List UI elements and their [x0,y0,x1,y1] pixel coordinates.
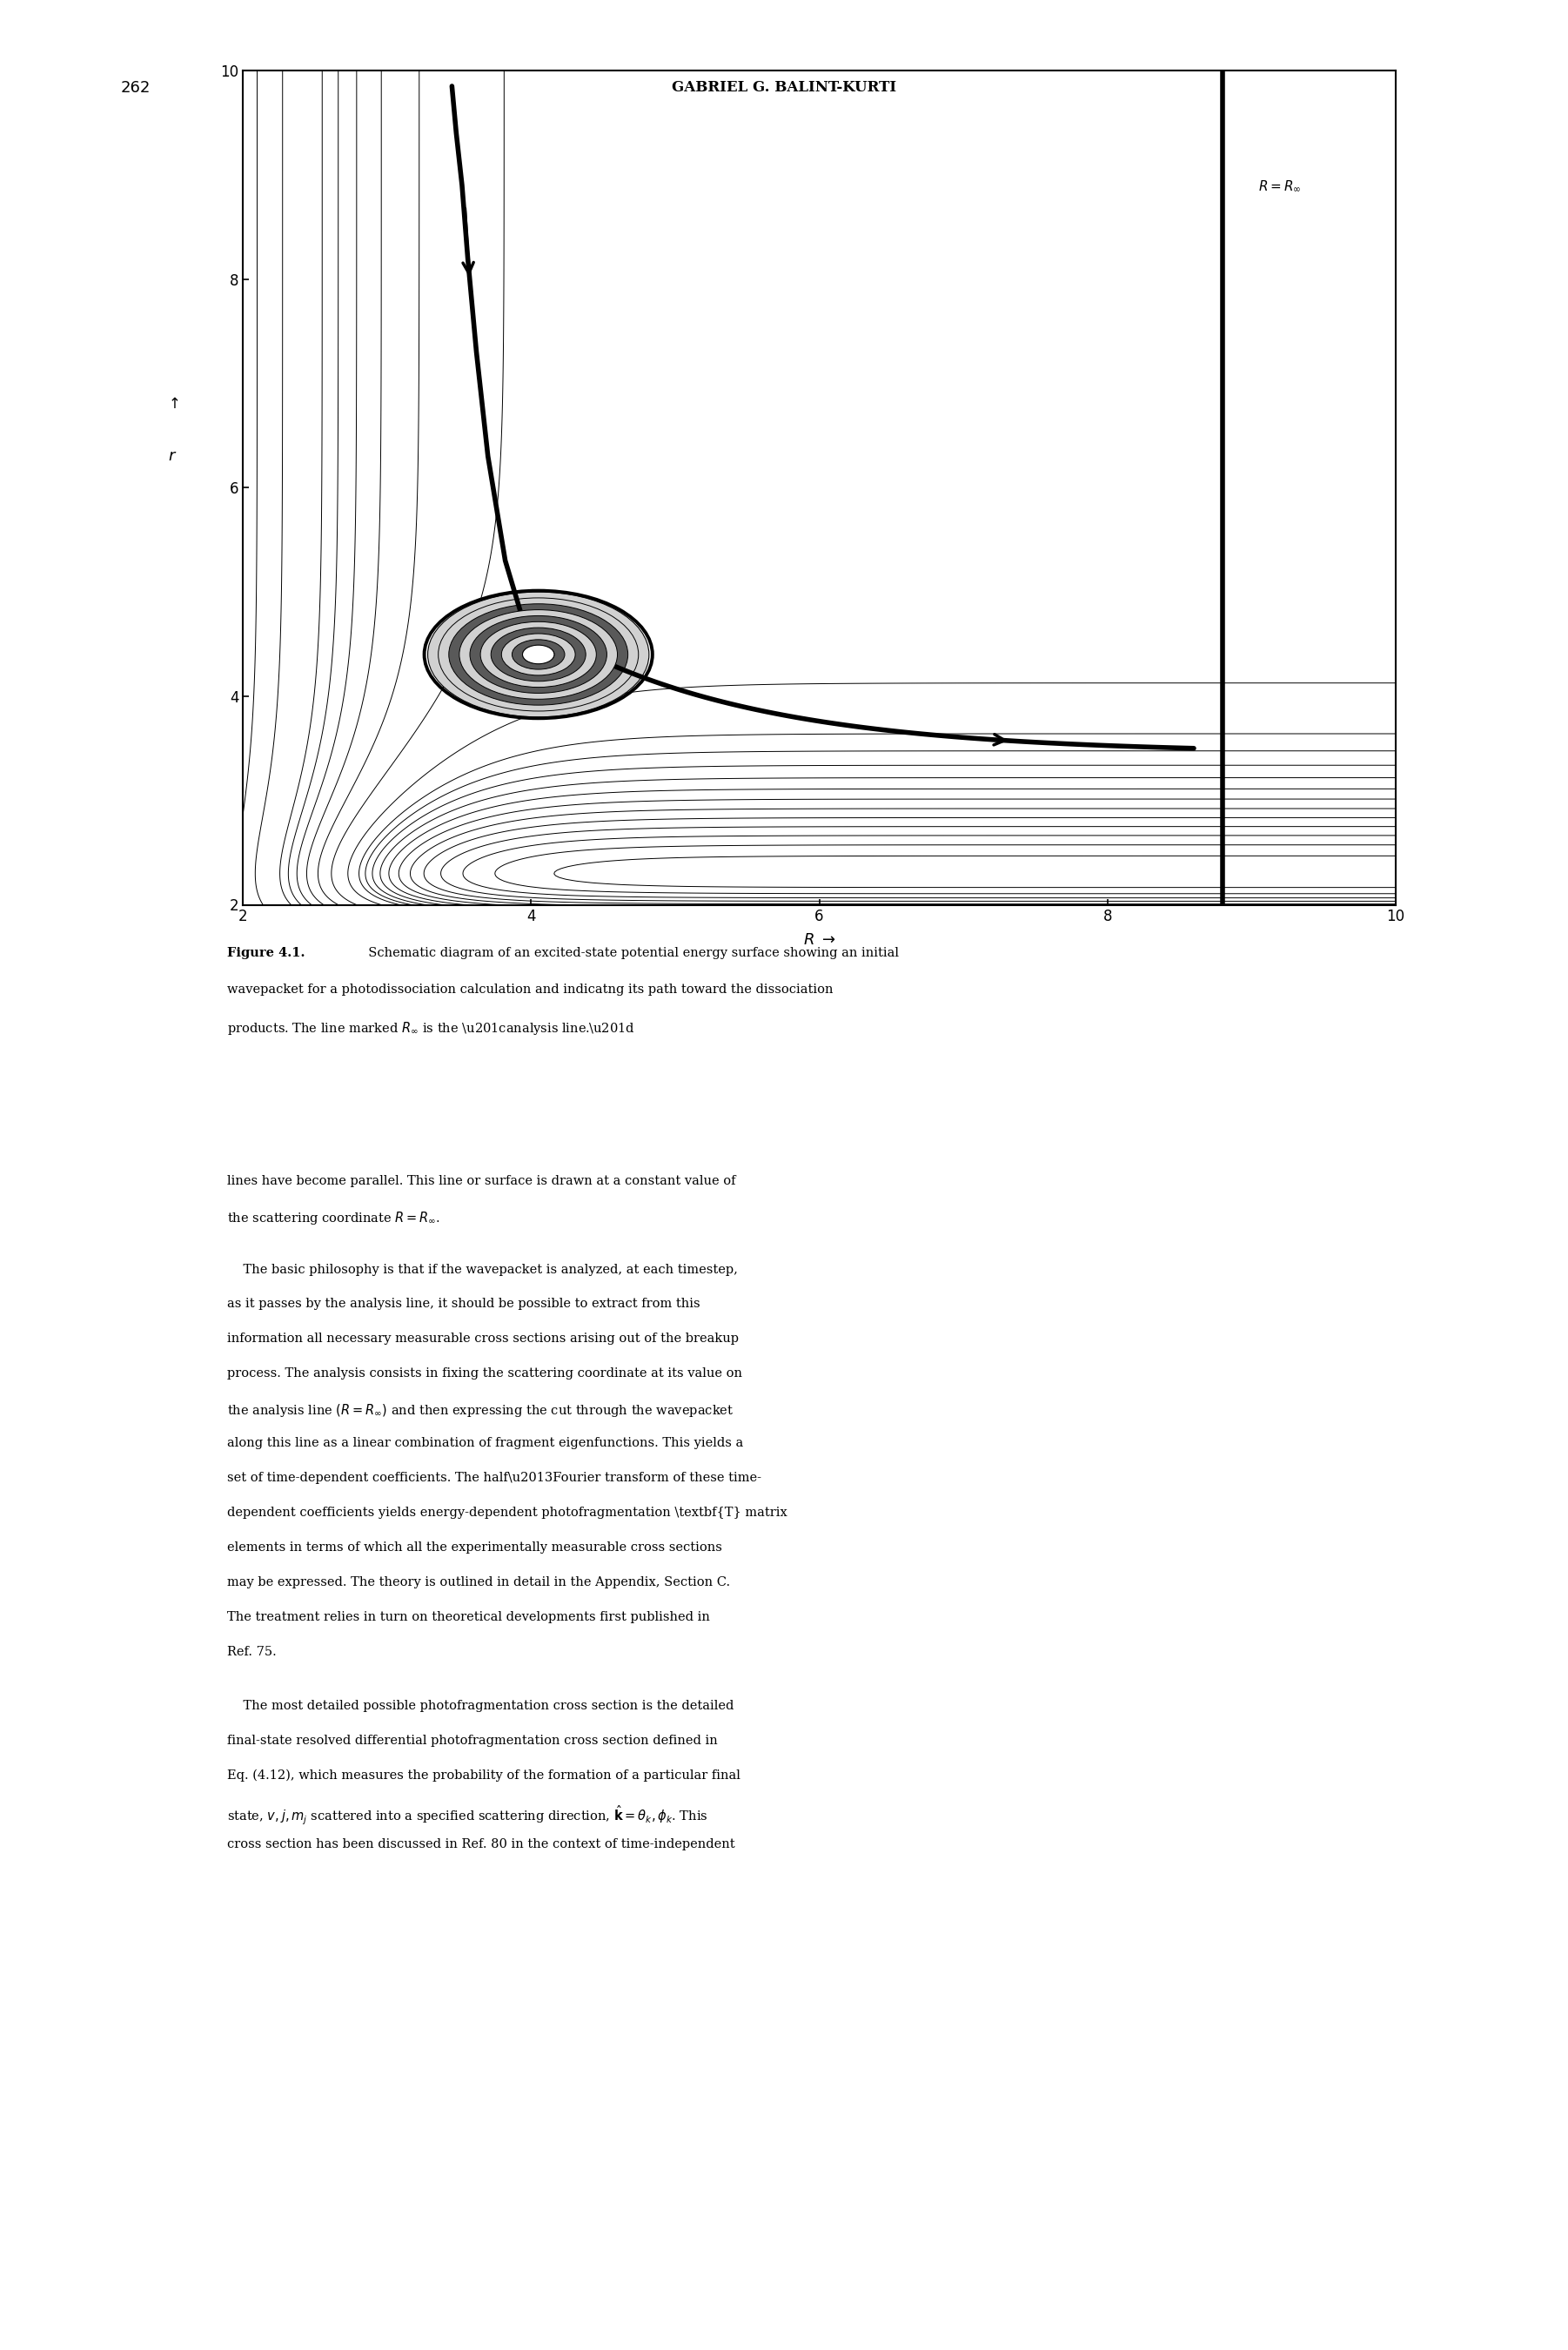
Text: process. The analysis consists in fixing the scattering coordinate at its value : process. The analysis consists in fixing… [227,1368,743,1379]
Text: The basic philosophy is that if the wavepacket is analyzed, at each timestep,: The basic philosophy is that if the wave… [227,1264,739,1276]
Ellipse shape [448,604,627,705]
Text: elements in terms of which all the experimentally measurable cross sections: elements in terms of which all the exper… [227,1542,723,1553]
Ellipse shape [428,592,649,717]
Text: lines have become parallel. This line or surface is drawn at a constant value of: lines have become parallel. This line or… [227,1175,735,1187]
Text: may be expressed. The theory is outlined in detail in the Appendix, Section C.: may be expressed. The theory is outlined… [227,1577,731,1589]
Ellipse shape [459,609,618,700]
Ellipse shape [533,651,544,658]
Text: the analysis line $(R = R_{\infty})$ and then expressing the cut through the wav: the analysis line $(R = R_{\infty})$ and… [227,1403,734,1419]
Text: Schematic diagram of an excited-state potential energy surface showing an initia: Schematic diagram of an excited-state po… [361,947,900,959]
Ellipse shape [470,616,607,693]
Text: The treatment relies in turn on theoretical developments first published in: The treatment relies in turn on theoreti… [227,1612,710,1624]
Ellipse shape [439,597,638,712]
Text: state, $v, j, m_j$ scattered into a specified scattering direction, $\hat{\mathb: state, $v, j, m_j$ scattered into a spec… [227,1805,709,1826]
Ellipse shape [502,634,575,674]
Text: Eq. (4.12), which measures the probability of the formation of a particular fina: Eq. (4.12), which measures the probabili… [227,1770,740,1781]
Ellipse shape [491,627,586,682]
Text: 262: 262 [121,80,151,96]
Text: along this line as a linear combination of fragment eigenfunctions. This yields : along this line as a linear combination … [227,1438,743,1450]
Text: final-state resolved differential photofragmentation cross section defined in: final-state resolved differential photof… [227,1734,718,1746]
Text: wavepacket for a photodissociation calculation and indicatng its path toward the: wavepacket for a photodissociation calcu… [227,985,834,996]
X-axis label: $R\ \rightarrow$: $R\ \rightarrow$ [803,933,836,947]
Text: dependent coefficients yields energy-dependent photofragmentation \textbf{T} mat: dependent coefficients yields energy-dep… [227,1506,787,1518]
Ellipse shape [513,639,564,670]
Ellipse shape [522,646,554,663]
Text: Figure 4.1.: Figure 4.1. [227,947,306,959]
Text: set of time-dependent coefficients. The half\u2013Fourier transform of these tim: set of time-dependent coefficients. The … [227,1471,762,1485]
Text: $R = R_{\infty}$: $R = R_{\infty}$ [1259,179,1301,193]
Text: products. The line marked $R_{\infty}$ is the \u201canalysis line.\u201d: products. The line marked $R_{\infty}$ i… [227,1020,635,1036]
Text: $\uparrow$: $\uparrow$ [166,397,179,411]
Text: The most detailed possible photofragmentation cross section is the detailed: The most detailed possible photofragment… [227,1699,734,1711]
Ellipse shape [522,646,554,663]
Text: information all necessary measurable cross sections arising out of the breakup: information all necessary measurable cro… [227,1332,739,1344]
Text: GABRIEL G. BALINT-KURTI: GABRIEL G. BALINT-KURTI [671,80,897,94]
Text: the scattering coordinate $R = R_{\infty}$.: the scattering coordinate $R = R_{\infty… [227,1210,441,1227]
Text: cross section has been discussed in Ref. 80 in the context of time-independent: cross section has been discussed in Ref.… [227,1838,735,1852]
Text: $r$: $r$ [168,449,177,463]
Text: as it passes by the analysis line, it should be possible to extract from this: as it passes by the analysis line, it sh… [227,1297,701,1311]
Text: Ref. 75.: Ref. 75. [227,1645,276,1659]
Ellipse shape [480,623,596,686]
